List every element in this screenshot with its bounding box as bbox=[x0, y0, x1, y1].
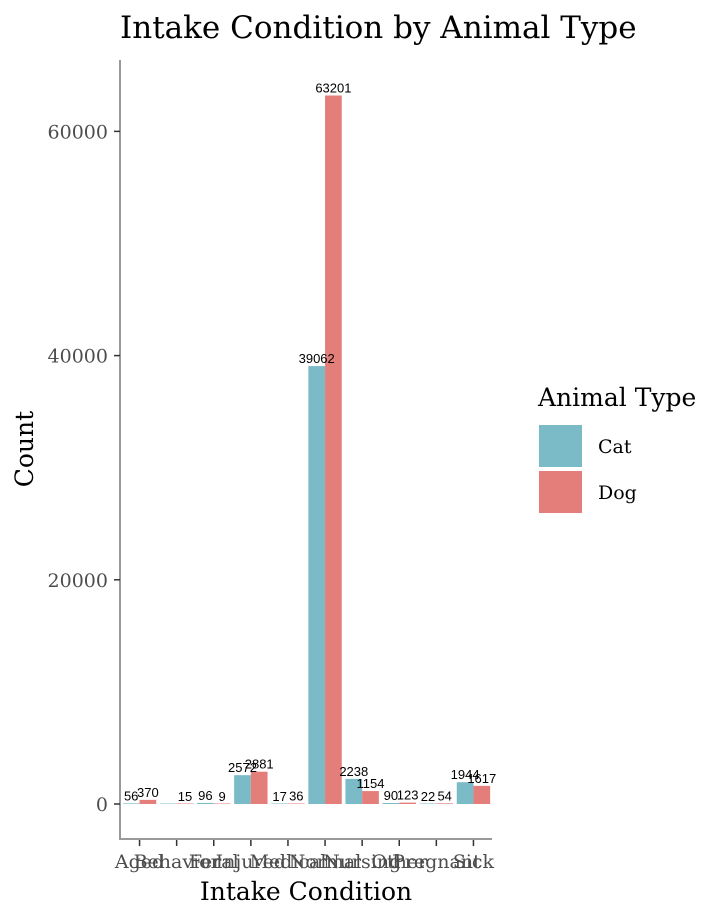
x-tick-label-normal: Normal bbox=[289, 851, 362, 873]
data-label-cat-aged: 56 bbox=[124, 788, 138, 803]
x-tick-label-nursing: Nursing bbox=[323, 851, 401, 873]
data-label-dog-feral: 9 bbox=[218, 789, 225, 804]
bar-dog-other bbox=[399, 802, 416, 804]
legend-title: Animal Type bbox=[537, 383, 696, 412]
y-tick-label-0: 0 bbox=[96, 794, 108, 816]
legend-swatch-cat bbox=[539, 425, 582, 467]
y-tick-label-20000: 20000 bbox=[48, 570, 108, 592]
bar-dog-aged bbox=[139, 799, 157, 804]
bar-cat-other bbox=[382, 802, 400, 804]
bar-cat-injured bbox=[234, 775, 251, 804]
y-tick-label-40000: 40000 bbox=[48, 346, 108, 368]
legend-swatch-dog bbox=[539, 471, 582, 513]
bar-dog-pregnant bbox=[436, 803, 454, 804]
data-label-dog-sick: 1617 bbox=[467, 771, 496, 786]
x-tick-label-pregnant: Pregnant bbox=[392, 851, 481, 873]
x-tick-label-feral: Feral bbox=[189, 851, 239, 873]
data-label-cat-normal: 39062 bbox=[299, 351, 335, 366]
data-label-dog-injured: 2881 bbox=[245, 757, 274, 772]
bar-dog-normal bbox=[325, 95, 342, 804]
y-axis-title: Count bbox=[10, 411, 39, 487]
x-tick-label-injured: Injured bbox=[216, 851, 286, 873]
bar-dog-feral bbox=[213, 803, 231, 804]
data-label-cat-medical: 17 bbox=[272, 789, 286, 804]
bar-dog-injured bbox=[250, 771, 268, 804]
y-axis-ticks: 0 20000 40000 60000 bbox=[48, 121, 120, 816]
bar-cat-behavior bbox=[159, 803, 177, 804]
bar-cat-aged bbox=[122, 803, 140, 804]
data-label-dog-nursing: 1154 bbox=[357, 776, 385, 791]
y-tick-label-60000: 60000 bbox=[48, 121, 108, 143]
data-label-cat-nursing: 2238 bbox=[339, 764, 368, 779]
legend-items: Cat Dog bbox=[539, 425, 637, 513]
bar-cat-normal bbox=[308, 366, 326, 804]
data-label-dog-pregnant: 54 bbox=[437, 788, 451, 803]
legend-label-dog: Dog bbox=[598, 482, 637, 504]
data-label-dog-aged: 370 bbox=[137, 785, 159, 800]
bar-dog-medical bbox=[287, 803, 305, 804]
data-label-dog-medical: 36 bbox=[289, 789, 303, 804]
data-label-cat-feral: 96 bbox=[198, 788, 212, 803]
x-tick-label-behavior: Behavior bbox=[134, 851, 221, 873]
bar-cat-pregnant bbox=[419, 803, 437, 804]
x-axis-ticks: AgedBehaviorFeralInjuredMedicalNormalNur… bbox=[114, 840, 495, 873]
x-tick-label-sick: Sick bbox=[453, 851, 495, 873]
data-label-dog-normal: 63201 bbox=[315, 81, 351, 96]
bar-dog-behavior bbox=[176, 803, 194, 804]
bar-cat-sick bbox=[456, 782, 474, 804]
data-label-cat-pregnant: 22 bbox=[421, 789, 435, 804]
bars-layer bbox=[122, 95, 491, 804]
x-axis-title: Intake Condition bbox=[200, 877, 412, 906]
data-label-dog-other: 123 bbox=[397, 788, 419, 803]
data-label-cat-sick: 1944 bbox=[451, 767, 480, 782]
legend: Animal Type Cat Dog bbox=[537, 383, 696, 513]
x-tick-label-medical: Medical bbox=[249, 851, 326, 873]
data-label-cat-injured: 2572 bbox=[228, 760, 257, 775]
bar-cat-medical bbox=[271, 803, 288, 804]
bar-cat-nursing bbox=[345, 778, 363, 804]
bar-dog-nursing bbox=[362, 791, 379, 804]
data-label-cat-other: 90 bbox=[384, 788, 398, 803]
chart-title: Intake Condition by Animal Type bbox=[120, 10, 637, 46]
x-tick-label-aged: Aged bbox=[114, 851, 164, 873]
x-tick-label-other: Other bbox=[371, 851, 428, 873]
data-label-dog-behavior: 15 bbox=[178, 789, 192, 804]
bar-cat-feral bbox=[197, 802, 214, 804]
legend-label-cat: Cat bbox=[598, 436, 632, 458]
bar-dog-sick bbox=[473, 785, 491, 804]
